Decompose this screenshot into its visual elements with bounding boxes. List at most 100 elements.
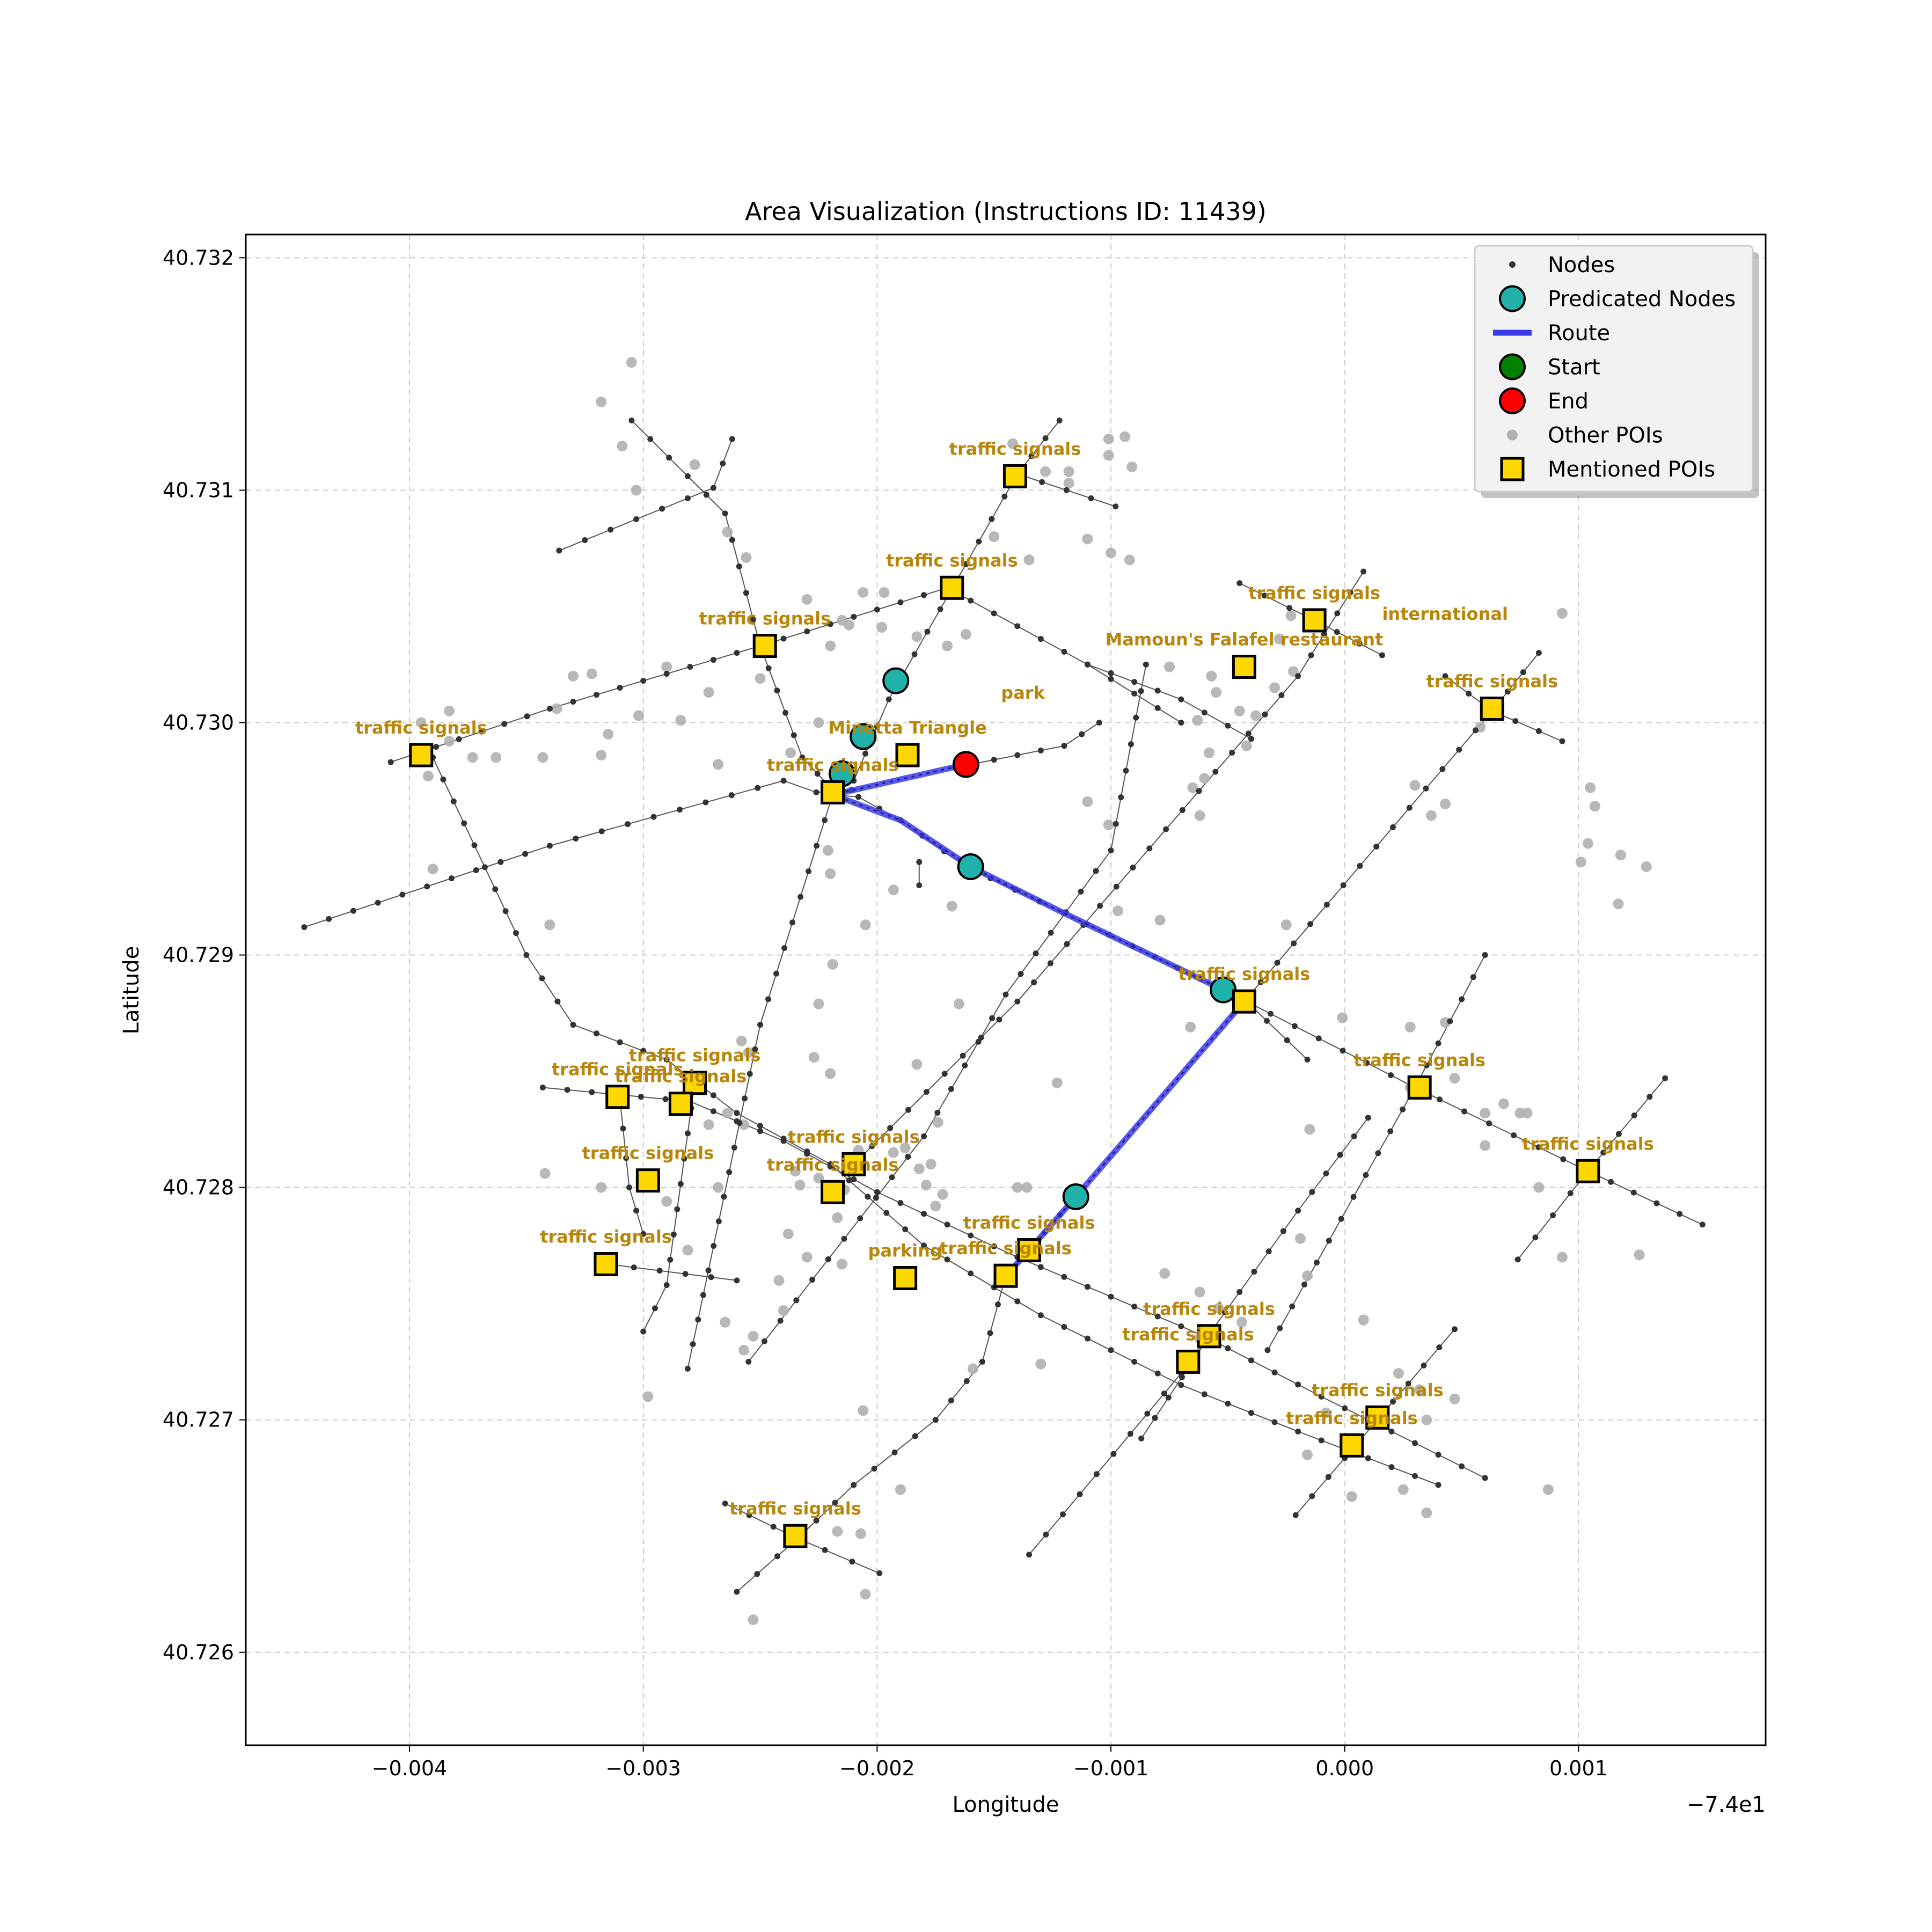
other-poi [782, 1228, 794, 1240]
mentioned-poi-marker [1176, 1349, 1201, 1374]
other-poi [1199, 773, 1210, 784]
street-node [628, 417, 635, 423]
other-poi [888, 884, 899, 896]
street-node [1018, 971, 1024, 977]
street-node [968, 1270, 974, 1277]
other-poi [1194, 1286, 1205, 1298]
mentioned-poi-marker [1017, 1238, 1042, 1263]
street-node [1084, 1284, 1091, 1290]
other-poi [1393, 1368, 1404, 1379]
mentioned-poi-marker [1576, 1159, 1600, 1183]
street-node [440, 776, 447, 782]
street-node [1315, 1035, 1322, 1042]
other-poi [603, 729, 614, 740]
street-node [1520, 669, 1526, 676]
legend-frame [1474, 245, 1754, 493]
street-node [1350, 1194, 1357, 1200]
street-node [1161, 1391, 1167, 1397]
street-node [916, 882, 923, 889]
street-node [876, 1570, 883, 1577]
other-poi [1414, 1384, 1425, 1395]
legend-end-swatch [1499, 387, 1526, 414]
street-node [1154, 1370, 1161, 1377]
street-node [813, 1517, 819, 1524]
other-poi [1409, 780, 1421, 791]
other-poi [1280, 919, 1292, 931]
street-node [1321, 631, 1327, 638]
street-node [478, 728, 485, 735]
other-poi [1302, 1449, 1313, 1460]
street-node [1123, 767, 1129, 774]
street-node [721, 1194, 727, 1200]
other-poi [1498, 1098, 1510, 1109]
street-node [1535, 650, 1542, 656]
street-node [626, 1184, 633, 1191]
mentioned-poi-marker [635, 1168, 660, 1193]
street-node [962, 1062, 968, 1069]
street-node [1014, 752, 1021, 758]
street-node [513, 930, 519, 936]
street-node [523, 952, 530, 958]
street-node [722, 1501, 728, 1507]
other-poi [1163, 661, 1175, 672]
street-node [996, 1016, 1002, 1023]
street-node [822, 817, 828, 823]
street-node [1456, 747, 1462, 753]
plot-frame [245, 233, 1767, 1746]
mentioned-poi-marker [893, 1266, 918, 1291]
other-poi [1103, 434, 1114, 445]
street-node [1631, 1112, 1637, 1118]
street-node [874, 723, 880, 730]
street-node [1307, 921, 1314, 927]
street-node [1277, 1325, 1283, 1331]
street-node [1662, 1075, 1668, 1081]
mentioned-poi-label: traffic signals [1179, 964, 1311, 984]
other-poi [544, 919, 555, 931]
street-node [1447, 1018, 1453, 1024]
other-poi [736, 1035, 747, 1046]
street-node [497, 859, 504, 865]
mentioned-poi-marker [821, 1180, 845, 1204]
other-poi [444, 736, 455, 747]
other-poi [1421, 1414, 1432, 1425]
legend-start-swatch [1499, 353, 1526, 380]
other-poi [794, 1180, 806, 1191]
street-node [1033, 950, 1039, 956]
street-node [1201, 1391, 1208, 1397]
street-node [1699, 1221, 1706, 1228]
other-poi [860, 919, 871, 931]
street-node [1225, 722, 1231, 729]
mentioned-poi-label: traffic signals [552, 1059, 684, 1080]
street-node [546, 843, 553, 849]
other-pois [415, 357, 1652, 1626]
street-node [1325, 1474, 1331, 1480]
poi-extra-label: park [1001, 683, 1045, 703]
street-node [647, 436, 654, 442]
other-poi [832, 1526, 843, 1537]
street-node [941, 1071, 948, 1077]
street-node [1110, 1451, 1117, 1457]
street-node [556, 547, 562, 554]
chart-title: Area Visualization (Instructions ID: 114… [745, 197, 1267, 226]
street-node [905, 1107, 911, 1113]
other-poi [427, 863, 438, 875]
street-node [1295, 1381, 1301, 1388]
street-node [814, 771, 821, 777]
other-poi [491, 752, 502, 763]
street-node [963, 561, 969, 567]
street-node [1236, 1289, 1243, 1295]
street-node [851, 1482, 857, 1488]
street-node [991, 1243, 997, 1249]
street-node [582, 537, 588, 543]
other-poi [467, 752, 478, 763]
street-node [921, 1211, 927, 1217]
street-node [1560, 1156, 1567, 1162]
street-node [948, 1086, 954, 1092]
other-poi [1440, 799, 1451, 810]
mentioned-poi-marker [1232, 655, 1256, 679]
other-poi [825, 868, 836, 879]
street-node [989, 516, 995, 522]
street-node [976, 538, 982, 545]
x-tick-label: −0.004 [372, 1757, 448, 1780]
other-poi [913, 1163, 925, 1174]
